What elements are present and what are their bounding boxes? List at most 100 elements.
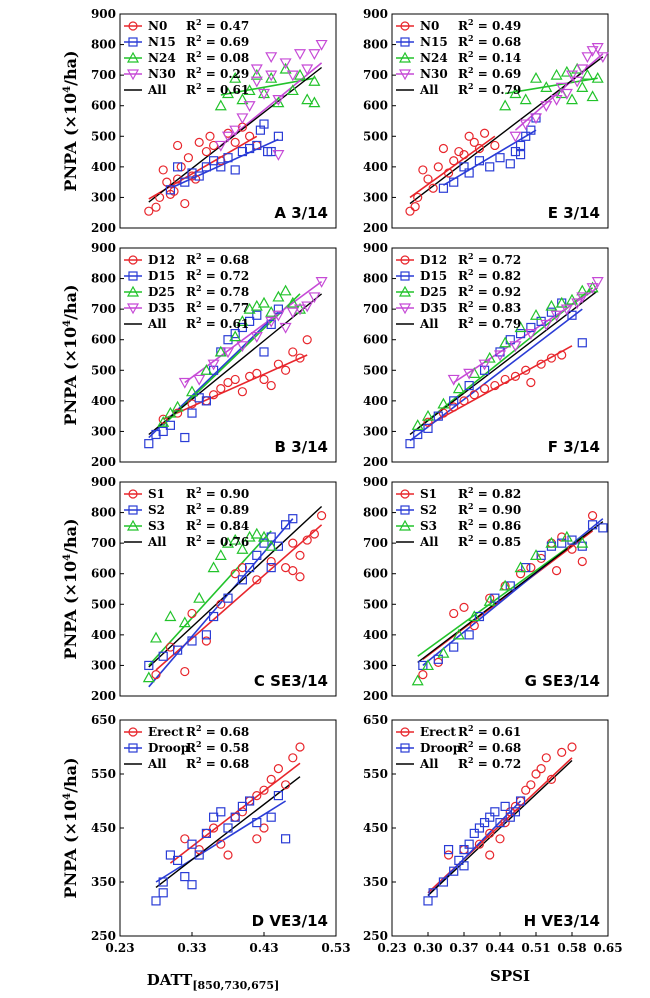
point-s3 [193,591,206,603]
legend-marker [398,519,412,531]
point-n30 [586,46,599,57]
point-d15 [273,304,283,314]
point-s2 [237,575,247,585]
point-s1 [449,608,459,619]
panel-f: 200 300 400 500 600 700 800 900 D12 R2 = 0.72 D15 R… [363,241,609,469]
point-n0 [469,137,479,147]
y-tick-label: 450 [91,821,116,835]
point-n0 [201,146,211,157]
panel-b: 200 300 400 500 600 700 800 900 D12 R2 = 0.68 D15 R… [61,241,337,469]
point-erect [485,850,495,860]
panel-g: 200 300 400 500 600 700 800 900 S1 R2 = 0.82 S2 R2 … [363,475,609,703]
point-n30 [555,82,568,94]
point-n0 [230,137,240,147]
point-n24 [301,93,314,105]
legend-label: All [419,317,439,331]
point-n15 [187,168,197,178]
point-droop [423,896,433,906]
point-d12 [469,390,479,400]
point-n0 [454,146,464,157]
point-d15 [194,393,204,403]
fit-line-droop [427,800,522,897]
point-n0 [180,198,190,209]
legend-entry: All R2 = 0.76 [124,533,249,549]
panels: 200 300 400 500 600 700 800 900 N0 R2 = 0.47 N15 R2… [61,7,623,955]
y-tick-label: 300 [363,658,388,672]
point-n15 [259,119,269,129]
point-n24 [550,68,563,80]
y-tick-label: 250 [91,929,116,943]
y-tick-label: 400 [91,394,116,408]
point-n30 [565,70,579,82]
point-d35 [315,277,328,288]
point-n30 [581,52,594,64]
legend-label: All [147,83,167,97]
legend-r2: R2 = 0.69 [186,33,249,49]
point-erect [531,769,541,779]
legend-entry: S3 R2 = 0.86 [396,517,521,533]
legend-label: D15 [420,269,447,283]
y-tick-label: 200 [363,221,388,235]
legend-r2: R2 = 0.68 [458,739,521,755]
y-tick-label: 900 [363,7,388,21]
legend-marker [126,51,140,63]
point-n0 [144,206,154,216]
y-tick-label: 400 [363,160,388,174]
point-n24 [499,99,512,111]
y-tick-label: 700 [363,68,388,82]
point-s1 [459,602,469,612]
legend-entry: All R2 = 0.61 [124,315,249,331]
point-s2 [449,642,459,652]
x-tick-label: 0.33 [177,941,206,955]
point-n30 [315,39,328,51]
plot-frame [391,481,609,697]
x-tick-label: 0.51 [521,941,550,955]
point-d35 [447,374,460,386]
legend-entry: Erect R2 = 0.68 [124,723,249,739]
y-tick-label: 800 [363,38,388,52]
point-d25 [272,290,285,302]
point-n0 [162,177,172,187]
legend-r2: R2 = 0.79 [458,315,521,331]
point-droop [223,823,233,833]
point-d35 [576,292,589,304]
y-tick-label: 800 [91,506,116,520]
legend-marker [398,285,412,297]
legend-label: Droop [148,741,189,755]
point-d15 [405,439,415,449]
legend-marker [400,37,410,47]
point-n30 [221,131,235,143]
point-n30 [236,113,249,125]
point-n30 [243,101,256,112]
point-s1 [309,529,319,539]
y-tick-label: 550 [91,767,116,781]
plot-frame [119,13,337,229]
fit-line-all [148,505,323,668]
point-d25 [229,330,242,342]
point-n24 [214,99,227,111]
legend-entry: Erect R2 = 0.61 [396,723,521,739]
point-n15 [438,183,449,193]
x-tick-label: 0.53 [321,941,350,955]
legend-label: All [147,757,167,771]
point-d15 [237,322,247,333]
y-tick-label: 400 [91,628,116,642]
point-n30 [286,70,299,82]
fit-line-n0 [409,135,496,199]
legend-r2: R2 = 0.82 [458,267,521,283]
panel-tag: B 3/14 [275,438,328,456]
point-droop [438,877,449,887]
point-erect [230,812,240,822]
legend-r2: R2 = 0.92 [458,283,521,299]
panel-c: 200 300 400 500 600 700 800 900 S1 R2 = 0.90 S2 R2 … [61,475,337,703]
point-d15 [577,338,587,348]
panel-tag: C SE3/14 [254,672,328,690]
y-tick-label: 900 [91,475,116,489]
y-tick-label: 300 [91,190,116,204]
point-droop [158,877,168,887]
point-n15 [521,131,531,141]
point-s3 [437,646,450,658]
point-n0 [490,140,500,151]
point-n24 [243,84,256,96]
point-s3 [576,536,589,548]
